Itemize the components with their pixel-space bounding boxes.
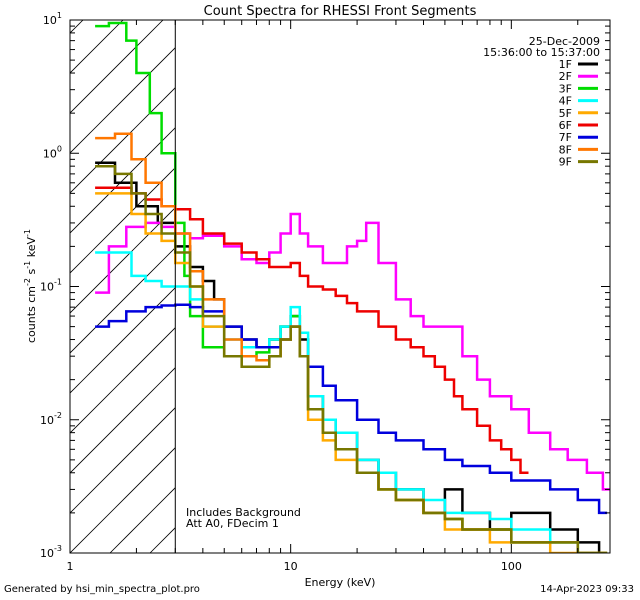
series-3F (95, 21, 608, 553)
y-label-mid: s (25, 268, 38, 277)
series-6F (95, 186, 529, 475)
hatch-line (70, 287, 176, 394)
y-axis-label: counts cm-2 s-1 keV-1 (23, 229, 38, 343)
legend-label-2F: 2F (559, 70, 572, 83)
footer-timestamp: 14-Apr-2023 09:33 (540, 584, 634, 595)
hatch-line (70, 87, 176, 194)
hatch-line (70, 20, 84, 34)
legend: 25-Dec-2009 15:36:00 to 15:37:00 1F2F3F4… (483, 35, 600, 169)
hatch-line (190, 0, 640, 553)
y-tick-label: 100 (43, 144, 62, 160)
hatch-line (70, 447, 176, 553)
legend-label-9F: 9F (559, 156, 572, 169)
x-tick-label: 1 (67, 560, 74, 573)
y-label-main: counts cm (25, 286, 38, 343)
series-7F (95, 303, 608, 515)
legend-date: 25-Dec-2009 (529, 35, 600, 48)
series-1F (95, 161, 608, 553)
series-group (95, 21, 610, 553)
y-tick-label: 101 (43, 11, 62, 27)
y-tick-label: 10-3 (40, 544, 62, 560)
hatch-line (70, 20, 124, 74)
x-tick-label: 10 (284, 560, 298, 573)
hatch-line (70, 367, 176, 474)
annotation-background: Includes Background (186, 506, 301, 519)
y-tick-label: 10-1 (40, 278, 62, 294)
legend-label-5F: 5F (559, 107, 572, 120)
y-label-exp1: -2 (23, 278, 32, 286)
chart-title: Count Spectra for RHESSI Front Segments (204, 4, 477, 19)
x-axis-label: Energy (keV) (305, 576, 376, 589)
excluded-region-hatch (0, 0, 640, 553)
legend-label-3F: 3F (559, 82, 572, 95)
hatch-line (70, 47, 176, 154)
series-8F (95, 132, 608, 553)
hatch-line (70, 207, 176, 314)
x-tick-label: 100 (501, 560, 522, 573)
legend-label-7F: 7F (559, 131, 572, 144)
hatch-line (70, 247, 176, 354)
hatch-line (70, 327, 176, 434)
y-label-end: keV (25, 237, 38, 261)
series-9F (95, 164, 608, 553)
annotation-attenuator: Att A0, FDecim 1 (186, 517, 279, 530)
series-4F (95, 251, 608, 553)
hatch-line (70, 167, 176, 274)
y-label-exp3: -1 (23, 229, 32, 237)
y-axis: 101 100 10-1 10-2 10-3 (40, 11, 610, 560)
hatch-line (0, 0, 110, 553)
footer-generated-by: Generated by hsi_min_spectra_plot.pro (4, 584, 200, 595)
legend-time-range: 15:36:00 to 15:37:00 (483, 46, 600, 59)
x-axis: 1 10 100 (67, 20, 579, 573)
hatch-line (70, 407, 176, 514)
legend-label-8F: 8F (559, 143, 572, 156)
legend-label-6F: 6F (559, 119, 572, 132)
hatch-line (70, 20, 164, 114)
y-label-exp2: -1 (23, 261, 32, 269)
y-tick-label: 10-2 (40, 411, 62, 427)
legend-label-4F: 4F (559, 95, 572, 108)
legend-label-1F: 1F (559, 58, 572, 71)
hatch-line (230, 0, 640, 553)
